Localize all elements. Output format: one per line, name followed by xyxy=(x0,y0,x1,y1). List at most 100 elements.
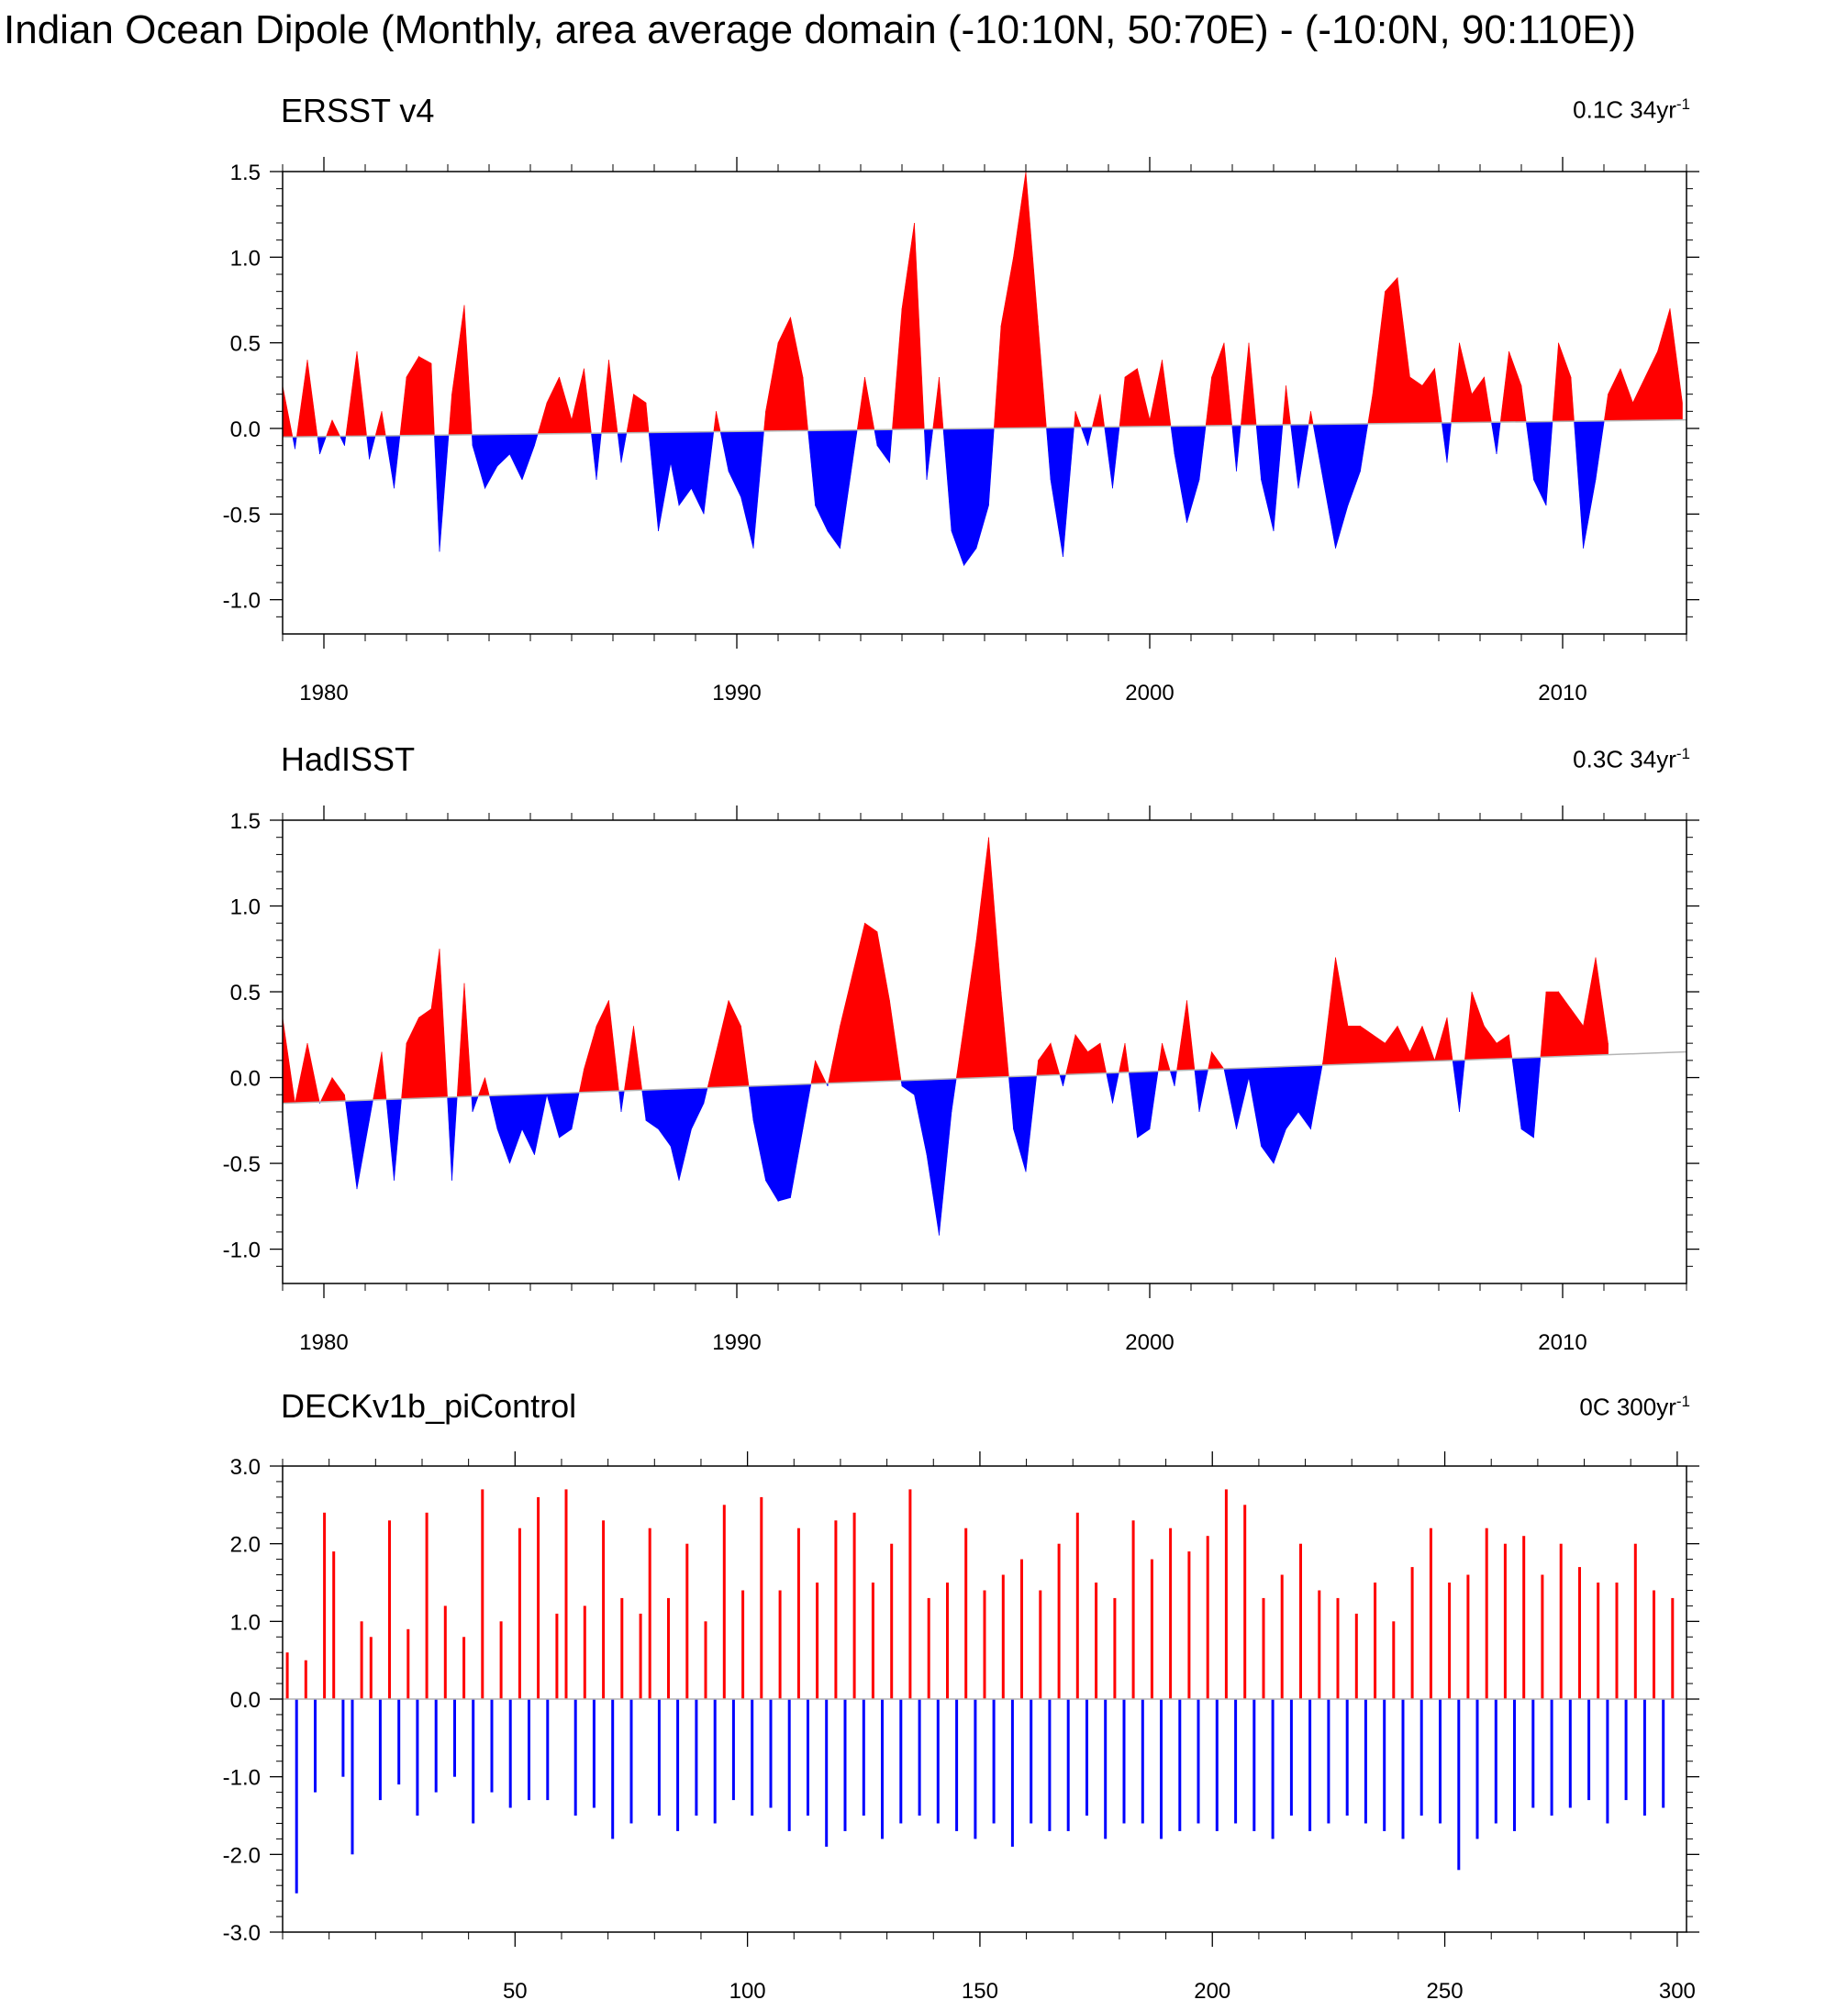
positive-bar xyxy=(983,1590,986,1699)
negative-bar xyxy=(490,1699,494,1793)
x-tick-label: 1990 xyxy=(712,1330,761,1355)
negative-bar xyxy=(992,1699,996,1824)
trend-value: 0.3C 34yr xyxy=(1573,745,1676,773)
positive-bar xyxy=(1169,1528,1173,1699)
negative-bar xyxy=(1568,1699,1572,1808)
negative-bar xyxy=(787,1699,791,1831)
positive-bar xyxy=(369,1637,373,1699)
panel-title: HadISST xyxy=(281,740,416,778)
ersst-chart: -1.0 -0.5 0.0 0.5 1.0 1.5 1980 1990 2000 2010 xyxy=(223,157,1699,706)
negative-bar xyxy=(1642,1699,1646,1816)
negative-bar xyxy=(1104,1699,1108,1839)
plot-area xyxy=(282,171,1683,567)
positive-bar xyxy=(1039,1590,1042,1699)
negative-bar xyxy=(751,1699,754,1816)
negative-bar xyxy=(434,1699,438,1793)
x-tick-label: 1980 xyxy=(299,1330,348,1355)
positive-bar xyxy=(927,1597,930,1699)
negative-bar xyxy=(397,1699,401,1785)
negative-bar xyxy=(341,1699,345,1777)
y-tick-label: 1.0 xyxy=(230,246,261,271)
positive-bar xyxy=(1075,1512,1079,1699)
negative-bar xyxy=(1494,1699,1497,1824)
negative-bar xyxy=(1419,1699,1423,1816)
negative-bar xyxy=(1289,1699,1293,1816)
y-tick-label: -0.5 xyxy=(223,503,261,528)
positive-bar xyxy=(499,1621,503,1699)
positive-bar xyxy=(871,1583,874,1699)
trend-exponent: -1 xyxy=(1675,1393,1690,1410)
negative-bar xyxy=(1178,1699,1182,1831)
positive-bar xyxy=(1299,1543,1302,1699)
positive-bar xyxy=(388,1520,391,1699)
positive-bar xyxy=(852,1512,856,1699)
negative-bar xyxy=(1606,1699,1609,1824)
negative-bar xyxy=(918,1699,921,1816)
positive-bar xyxy=(964,1528,968,1699)
negative-bar xyxy=(1550,1699,1553,1816)
negative-bar xyxy=(592,1699,596,1808)
panel-title: DECKv1b_piControl xyxy=(281,1387,577,1425)
y-tick-label: 3.0 xyxy=(230,1455,261,1480)
trend-value: 0C 300yr xyxy=(1579,1393,1676,1421)
positive-bar xyxy=(537,1496,540,1699)
x-tick-label: 200 xyxy=(1194,1979,1230,2004)
y-tick-label: 1.5 xyxy=(230,161,261,185)
negative-bar xyxy=(1364,1699,1367,1824)
positive-bar xyxy=(462,1637,466,1699)
positive-bar xyxy=(620,1597,624,1699)
reference-line xyxy=(282,1050,1687,1105)
trend-exponent: -1 xyxy=(1675,745,1690,762)
negative-bar xyxy=(453,1699,456,1777)
positive-bar xyxy=(722,1505,726,1699)
positive-bar xyxy=(1374,1583,1377,1699)
positive-bar xyxy=(741,1590,745,1699)
main-title: Indian Ocean Dipole (Monthly, area avera… xyxy=(4,7,1636,52)
x-tick-label: 2000 xyxy=(1125,681,1174,706)
positive-bar xyxy=(1280,1574,1284,1699)
positive-bar xyxy=(1206,1536,1209,1699)
negative-bar xyxy=(862,1699,865,1816)
negative-bar xyxy=(1215,1699,1219,1831)
negative-bar xyxy=(1252,1699,1256,1831)
positive-bar xyxy=(1318,1590,1321,1699)
y-tick-label: -1.0 xyxy=(223,589,261,614)
positive-bar xyxy=(583,1605,586,1699)
positive-bar xyxy=(443,1605,447,1699)
negative-bar xyxy=(1271,1699,1275,1839)
negative-bar xyxy=(378,1699,382,1801)
positive-bar xyxy=(481,1489,484,1699)
positive-bar xyxy=(1448,1583,1452,1699)
positive-bar xyxy=(304,1660,307,1699)
x-tick-label: 2010 xyxy=(1538,1330,1586,1355)
y-tick-label: 1.5 xyxy=(230,809,261,834)
positive-bar xyxy=(1410,1567,1414,1699)
negative-bar xyxy=(1624,1699,1628,1801)
positive-bar xyxy=(1597,1583,1600,1699)
positive-bar xyxy=(667,1597,670,1699)
positive-bar xyxy=(704,1621,707,1699)
positive-bar xyxy=(1020,1559,1023,1699)
negative-bar xyxy=(881,1699,884,1839)
negative-bar xyxy=(936,1699,940,1824)
positive-bar xyxy=(1466,1574,1470,1699)
panel-title: ERSST v4 xyxy=(281,92,435,129)
positive-bar xyxy=(1615,1583,1619,1699)
panel-trend-label: 0C 300yr-1 xyxy=(1579,1393,1690,1422)
negative-bar xyxy=(528,1699,530,1801)
negative-bar xyxy=(1531,1699,1535,1808)
x-tick-label: 1980 xyxy=(299,681,348,706)
negative-bar xyxy=(899,1699,903,1824)
positive-bar xyxy=(1485,1528,1488,1699)
positive-bar xyxy=(564,1489,568,1699)
positive-bar xyxy=(639,1613,642,1699)
y-tick-label: 1.0 xyxy=(230,895,261,920)
y-tick-label: 0.0 xyxy=(230,417,261,442)
positive-bar xyxy=(1131,1520,1135,1699)
negative-bar xyxy=(1030,1699,1033,1824)
positive-bar xyxy=(1150,1559,1153,1699)
positive-bar xyxy=(946,1583,949,1699)
positive-bar xyxy=(1559,1543,1563,1699)
positive-bar xyxy=(406,1628,410,1699)
positive-bar xyxy=(1633,1543,1637,1699)
